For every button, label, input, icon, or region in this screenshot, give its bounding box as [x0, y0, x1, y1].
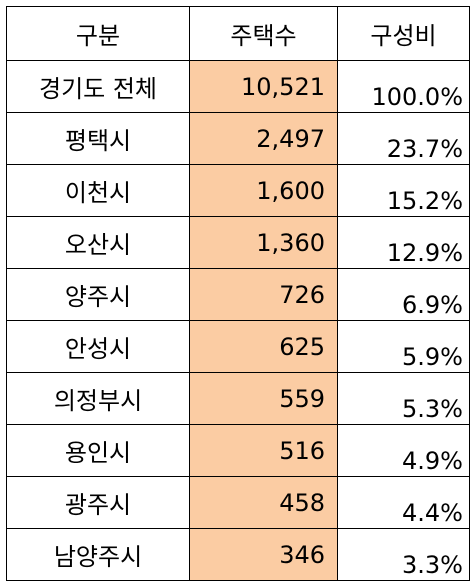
- cell-ratio: 5.9%: [337, 320, 470, 373]
- table-row: 양주시 726 6.9%: [6, 268, 470, 321]
- header-region: 구분: [6, 6, 190, 61]
- table-row: 오산시 1,360 12.9%: [6, 216, 470, 269]
- cell-region: 평택시: [6, 112, 190, 165]
- cell-region: 광주시: [6, 476, 190, 529]
- cell-region: 경기도 전체: [6, 60, 190, 113]
- housing-table: 구분 주택수 구성비 경기도 전체 10,521 100.0% 평택시 2,49…: [6, 6, 470, 581]
- table-row: 남양주시 346 3.3%: [6, 528, 470, 581]
- cell-region: 의정부시: [6, 372, 190, 425]
- header-ratio: 구성비: [337, 6, 470, 61]
- cell-region: 남양주시: [6, 528, 190, 581]
- cell-ratio: 5.3%: [337, 372, 470, 425]
- table-row: 용인시 516 4.9%: [6, 424, 470, 477]
- cell-count: 2,497: [189, 112, 338, 165]
- cell-count: 625: [189, 320, 338, 373]
- cell-region: 안성시: [6, 320, 190, 373]
- cell-count: 346: [189, 528, 338, 581]
- cell-count: 458: [189, 476, 338, 529]
- cell-ratio: 12.9%: [337, 216, 470, 269]
- cell-ratio: 23.7%: [337, 112, 470, 165]
- cell-ratio: 4.4%: [337, 476, 470, 529]
- cell-region: 이천시: [6, 164, 190, 217]
- cell-ratio: 100.0%: [337, 60, 470, 113]
- table-row: 평택시 2,497 23.7%: [6, 112, 470, 165]
- table-row: 안성시 625 5.9%: [6, 320, 470, 373]
- table-row: 의정부시 559 5.3%: [6, 372, 470, 425]
- table-row: 이천시 1,600 15.2%: [6, 164, 470, 217]
- cell-count: 559: [189, 372, 338, 425]
- cell-region: 양주시: [6, 268, 190, 321]
- cell-count: 726: [189, 268, 338, 321]
- cell-ratio: 3.3%: [337, 528, 470, 581]
- cell-region: 용인시: [6, 424, 190, 477]
- cell-count: 10,521: [189, 60, 338, 113]
- cell-region: 오산시: [6, 216, 190, 269]
- table-row: 광주시 458 4.4%: [6, 476, 470, 529]
- cell-ratio: 15.2%: [337, 164, 470, 217]
- cell-ratio: 6.9%: [337, 268, 470, 321]
- cell-count: 1,360: [189, 216, 338, 269]
- header-count: 주택수: [189, 6, 338, 61]
- table-row: 경기도 전체 10,521 100.0%: [6, 60, 470, 113]
- cell-count: 516: [189, 424, 338, 477]
- housing-table-container: 구분 주택수 구성비 경기도 전체 10,521 100.0% 평택시 2,49…: [6, 6, 470, 581]
- cell-ratio: 4.9%: [337, 424, 470, 477]
- cell-count: 1,600: [189, 164, 338, 217]
- header-row: 구분 주택수 구성비: [6, 6, 470, 61]
